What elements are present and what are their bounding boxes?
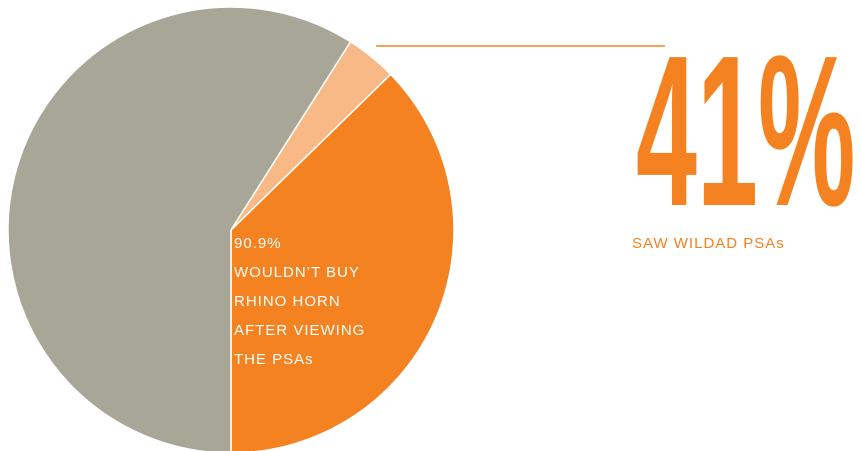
pie-slice	[7, 6, 352, 451]
headline-caption: SAW WILDAD PSAs	[632, 235, 785, 252]
inner-line: WOULDN’T BUY	[234, 264, 360, 281]
headline: 41%	[636, 12, 855, 251]
inner-line: RHINO HORN	[234, 293, 341, 310]
inner-line: AFTER VIEWING	[234, 322, 365, 339]
pie-slice	[230, 73, 455, 451]
inner-line: THE PSAs	[234, 351, 314, 368]
inner-value: 90.9%	[234, 235, 282, 252]
